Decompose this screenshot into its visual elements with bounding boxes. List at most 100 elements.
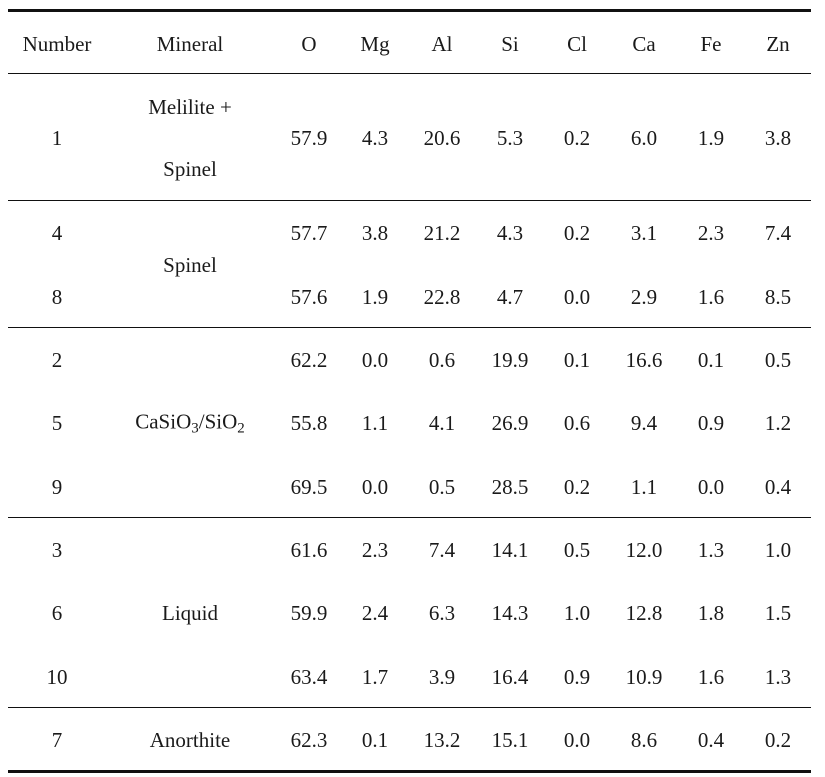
value-cl: 0.5 [563, 538, 591, 562]
value-o: 57.9 [290, 126, 328, 150]
row-number: 6 [51, 601, 63, 625]
value-mg: 1.7 [361, 665, 389, 689]
value-al: 7.4 [428, 538, 456, 562]
value-cl: 0.0 [563, 728, 591, 752]
top-rule [8, 9, 811, 12]
formula-part: CaSiO [135, 409, 192, 434]
header-rule [8, 73, 811, 74]
value-o: 55.8 [290, 411, 328, 435]
group-rule [8, 327, 811, 328]
row-number: 10 [46, 665, 68, 689]
row-number: 1 [51, 126, 63, 150]
row-number: 3 [51, 538, 63, 562]
header-cl: Cl [567, 32, 587, 56]
value-zn: 1.3 [764, 665, 792, 689]
value-ca: 3.1 [630, 221, 658, 245]
value-zn: 3.8 [764, 126, 792, 150]
value-cl: 0.9 [563, 665, 591, 689]
formula-subscript: 2 [237, 420, 245, 437]
value-mg: 0.0 [361, 475, 389, 499]
value-si: 5.3 [496, 126, 524, 150]
row-number: 7 [51, 728, 63, 752]
mineral-formula: CaSiO3/SiO2 [135, 410, 245, 437]
value-o: 57.7 [290, 221, 328, 245]
value-si: 19.9 [491, 348, 529, 372]
header-mineral: Mineral [156, 32, 224, 56]
value-zn: 0.2 [764, 728, 792, 752]
value-zn: 1.5 [764, 601, 792, 625]
value-fe: 0.4 [697, 728, 725, 752]
value-ca: 9.4 [630, 411, 658, 435]
value-mg: 2.3 [361, 538, 389, 562]
value-zn: 0.5 [764, 348, 792, 372]
value-ca: 12.8 [625, 601, 663, 625]
value-ca: 8.6 [630, 728, 658, 752]
value-si: 14.3 [491, 601, 529, 625]
value-mg: 1.1 [361, 411, 389, 435]
header-ca: Ca [632, 32, 656, 56]
header-si: Si [501, 32, 519, 56]
value-cl: 0.2 [563, 475, 591, 499]
mineral-label: Anorthite [149, 728, 231, 752]
value-o: 61.6 [290, 538, 328, 562]
composition-table: Number Mineral O Mg Al Si Cl Ca Fe Zn Me… [8, 9, 811, 773]
value-o: 62.2 [290, 348, 328, 372]
value-zn: 7.4 [764, 221, 792, 245]
value-al: 0.6 [428, 348, 456, 372]
mineral-label-line: Melilite + [148, 95, 232, 119]
value-si: 4.7 [496, 285, 524, 309]
value-al: 4.1 [428, 411, 456, 435]
row-number: 4 [51, 221, 63, 245]
value-si: 28.5 [491, 475, 529, 499]
header-o: O [301, 32, 317, 56]
value-cl: 0.0 [563, 285, 591, 309]
value-fe: 1.9 [697, 126, 725, 150]
value-zn: 1.0 [764, 538, 792, 562]
value-fe: 1.6 [697, 665, 725, 689]
row-number: 5 [51, 411, 63, 435]
row-number: 8 [51, 285, 63, 309]
value-al: 22.8 [423, 285, 461, 309]
header-al: Al [431, 32, 453, 56]
header-zn: Zn [766, 32, 790, 56]
value-ca: 2.9 [630, 285, 658, 309]
value-o: 57.6 [290, 285, 328, 309]
mineral-label: Spinel [163, 253, 217, 277]
group-rule [8, 707, 811, 708]
value-o: 59.9 [290, 601, 328, 625]
value-al: 20.6 [423, 126, 461, 150]
value-al: 21.2 [423, 221, 461, 245]
header-mg: Mg [360, 32, 390, 56]
value-fe: 2.3 [697, 221, 725, 245]
header-fe: Fe [700, 32, 722, 56]
value-o: 69.5 [290, 475, 328, 499]
value-mg: 0.1 [361, 728, 389, 752]
value-cl: 0.2 [563, 126, 591, 150]
value-fe: 0.1 [697, 348, 725, 372]
value-fe: 1.3 [697, 538, 725, 562]
value-cl: 1.0 [563, 601, 591, 625]
value-si: 4.3 [496, 221, 524, 245]
value-si: 26.9 [491, 411, 529, 435]
formula-part: /SiO [198, 409, 238, 434]
value-zn: 8.5 [764, 285, 792, 309]
value-cl: 0.1 [563, 348, 591, 372]
value-zn: 0.4 [764, 475, 792, 499]
value-ca: 10.9 [625, 665, 663, 689]
value-ca: 1.1 [630, 475, 658, 499]
value-mg: 1.9 [361, 285, 389, 309]
group-rule [8, 517, 811, 518]
value-al: 3.9 [428, 665, 456, 689]
value-cl: 0.2 [563, 221, 591, 245]
value-o: 63.4 [290, 665, 328, 689]
value-al: 6.3 [428, 601, 456, 625]
value-fe: 0.0 [697, 475, 725, 499]
value-si: 14.1 [491, 538, 529, 562]
value-ca: 12.0 [625, 538, 663, 562]
row-number: 9 [51, 475, 63, 499]
value-fe: 1.6 [697, 285, 725, 309]
value-fe: 1.8 [697, 601, 725, 625]
row-number: 2 [51, 348, 63, 372]
value-mg: 0.0 [361, 348, 389, 372]
value-mg: 4.3 [361, 126, 389, 150]
